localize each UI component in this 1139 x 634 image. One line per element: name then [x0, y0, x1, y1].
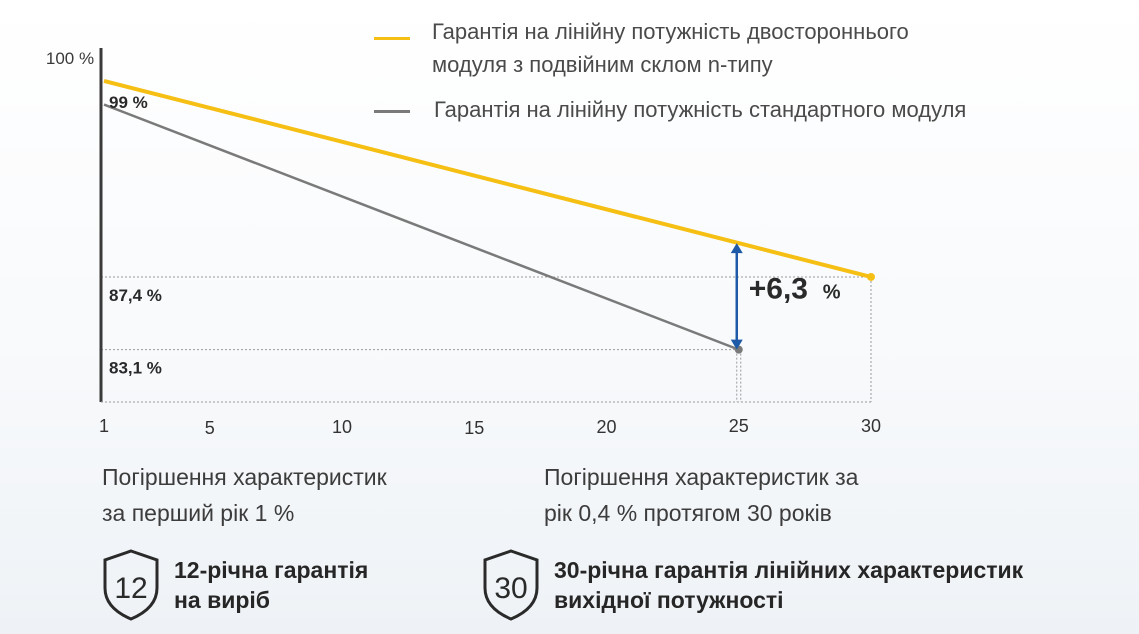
reference-label: 99 %	[109, 93, 148, 112]
annual-degradation-line2: рік 0,4 % протягом 30 років	[544, 500, 832, 526]
series-end-point-bifacial	[867, 272, 875, 281]
series-line-standard	[103, 103, 740, 351]
reference-label: 83,1 %	[109, 359, 162, 378]
first-year-degradation-line2: за перший рік 1 %	[102, 500, 295, 526]
shield-badge-number: 12	[114, 572, 147, 605]
legend-swatch-bifacial	[374, 37, 410, 40]
series-line-bifacial	[103, 78, 872, 279]
x-tick-label: 10	[332, 417, 352, 437]
product-warranty-line2: на виріб	[174, 587, 270, 613]
x-tick-label: 1	[99, 416, 109, 436]
first-year-degradation-line1: Погіршення характеристик	[102, 464, 387, 490]
legend-label-bifacial: Гарантія на лінійну потужність двосторон…	[432, 15, 909, 81]
legend-label-standard: Гарантія на лінійну потужність стандартн…	[434, 93, 966, 126]
annual-degradation-line1: Погіршення характеристик за	[544, 464, 859, 490]
difference-unit: %	[823, 281, 841, 303]
reference-label: 87,4 %	[109, 286, 162, 305]
first-year-degradation-text: Погіршення характеристик за перший рік 1…	[102, 459, 387, 531]
difference-annotation: +6,3%	[730, 243, 841, 350]
difference-arrow-head-down	[730, 339, 743, 350]
shield-badge-number: 30	[494, 572, 527, 605]
reference-gridlines	[101, 276, 872, 402]
x-tick-label: 5	[205, 418, 215, 438]
annual-degradation-text: Погіршення характеристик за рік 0,4 % пр…	[544, 459, 858, 531]
legend-label-standard-line1: Гарантія на лінійну потужність стандартн…	[434, 97, 967, 122]
shield-badge-icon: 12	[103, 549, 159, 621]
axes: 100 %	[46, 48, 871, 403]
legend-label-bifacial-line2: модуля з подвійним склом n-типу	[432, 52, 773, 77]
x-tick-label: 30	[861, 416, 881, 436]
shield-badge-icon: 30	[483, 549, 539, 621]
product-warranty-line1: 12-річна гарантія	[174, 557, 369, 583]
legend-label-bifacial-line1: Гарантія на лінійну потужність двосторон…	[432, 19, 909, 44]
x-tick-label: 15	[464, 418, 484, 438]
power-warranty-line1: 30-річна гарантія лінійних характеристик	[554, 557, 1024, 583]
difference-value: +6,3	[749, 272, 808, 305]
product-warranty: 12 12-річна гарантія на виріб	[100, 548, 368, 622]
y-axis-label: 100 %	[46, 49, 94, 68]
power-warranty: 30 30-річна гарантія лінійних характерис…	[480, 548, 1023, 622]
legend-swatch-standard	[374, 110, 410, 113]
x-tick-label: 25	[729, 416, 749, 436]
x-tick-label: 20	[597, 417, 617, 437]
difference-arrow-head-up	[730, 243, 743, 254]
power-warranty-line2: вихідної потужності	[554, 587, 784, 613]
